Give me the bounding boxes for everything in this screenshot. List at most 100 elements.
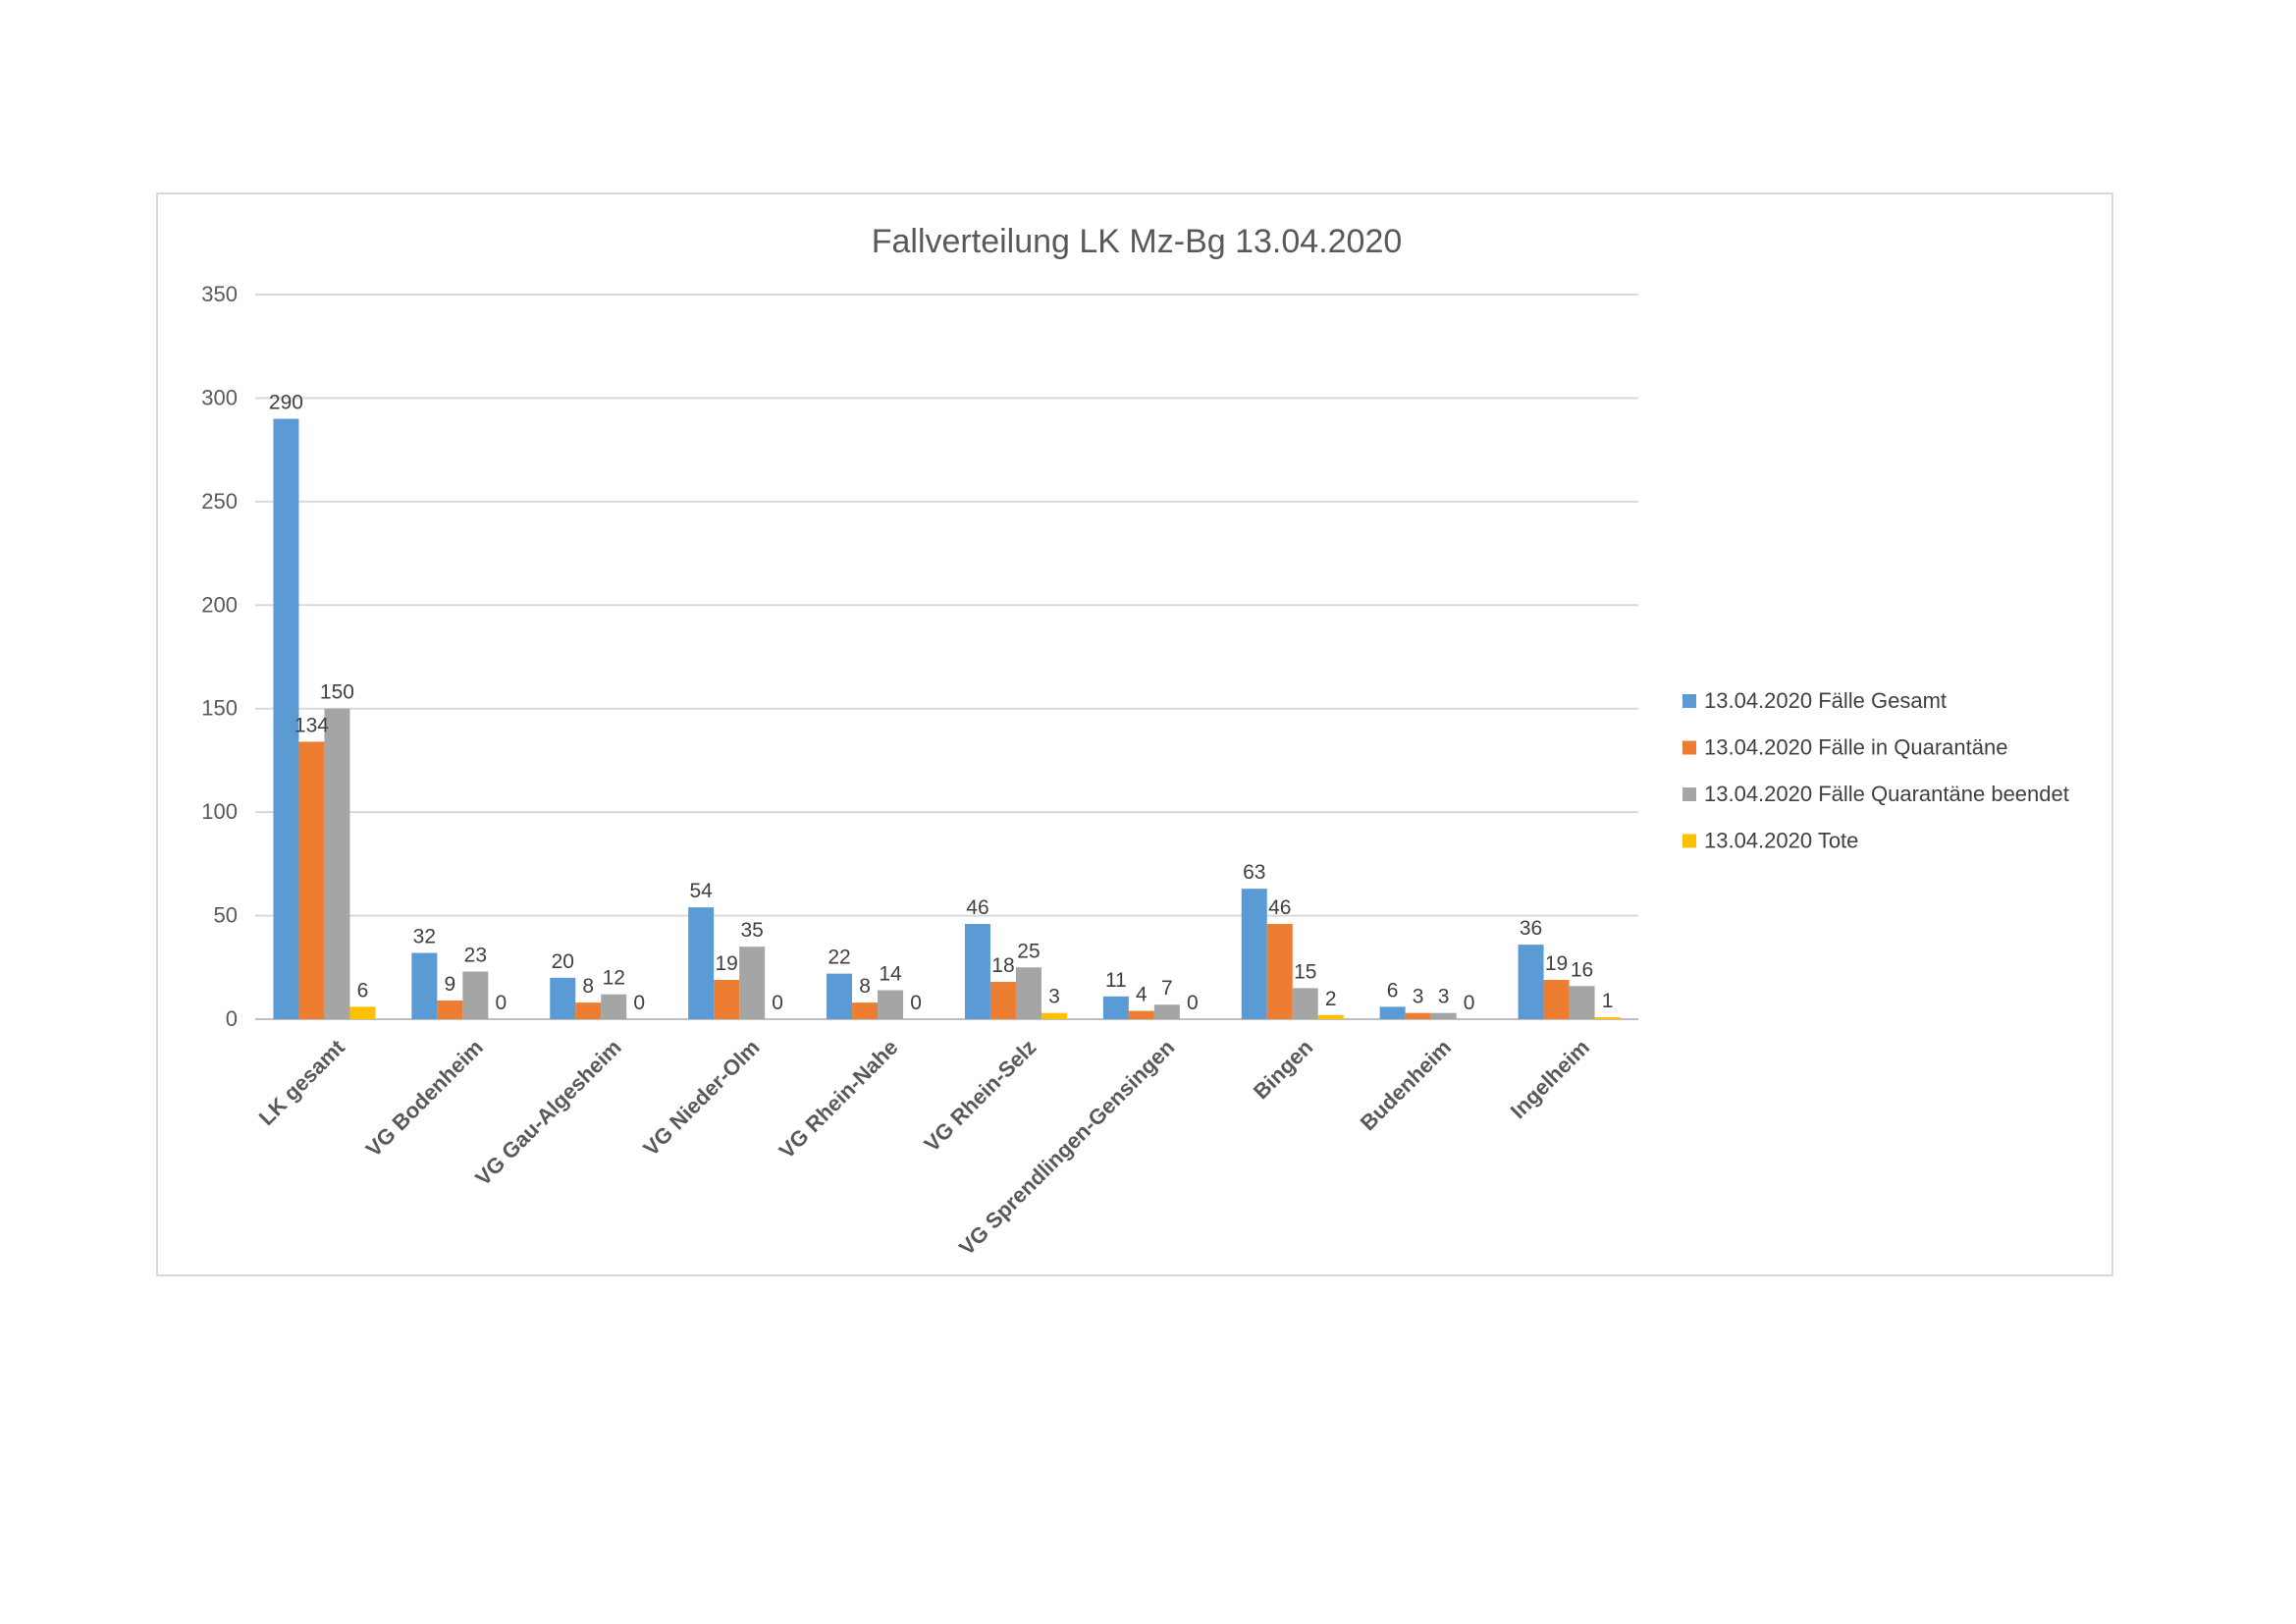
data-label: 6 [1387,979,1399,1001]
legend-swatch [1682,694,1696,708]
data-label: 19 [715,952,737,975]
bar [1430,1012,1457,1019]
y-tick-label: 200 [201,592,238,617]
y-tick-label: 100 [201,799,238,824]
data-label: 0 [772,992,783,1014]
legend-swatch [1682,740,1696,755]
bar [688,907,715,1019]
data-label: 2 [1325,988,1337,1010]
bar [273,418,299,1019]
data-label: 290 [269,392,303,414]
bar [437,1001,463,1019]
legend-label: 13.04.2020 Tote [1704,829,1858,853]
data-label: 0 [496,992,507,1014]
data-label: 12 [603,967,625,990]
data-label: 0 [1464,992,1475,1014]
data-label: 7 [1161,977,1173,1000]
data-label: 3 [1048,986,1060,1008]
category-label: LK gesamt [254,1034,350,1130]
data-label: 46 [966,896,988,919]
data-label: 46 [1268,896,1291,919]
data-label: 18 [991,954,1014,977]
data-label: 35 [740,919,763,942]
bar [462,971,489,1019]
legend-item: 13.04.2020 Tote [1682,829,1858,853]
bar [1569,986,1595,1019]
y-tick-label: 250 [201,489,238,514]
bar [298,741,325,1019]
legend-swatch [1682,834,1696,848]
data-label: 8 [582,975,594,998]
y-tick-label: 150 [201,696,238,721]
y-tick-label: 0 [226,1006,238,1031]
data-label: 3 [1438,986,1450,1008]
y-axis-ticks: 0 50 100 150 200 250 300 350 [201,282,238,1031]
bar [852,1002,879,1019]
data-label: 150 [320,681,354,704]
data-label: 0 [633,992,645,1014]
data-label: 8 [859,975,871,998]
bar [739,947,766,1019]
gridlines [255,294,1638,1020]
data-label: 36 [1520,917,1542,940]
bar [1241,889,1267,1019]
legend-item: 13.04.2020 Fälle Quarantäne beendet [1682,782,2069,806]
bar [714,979,740,1019]
data-label: 63 [1243,861,1265,884]
data-label: 0 [910,992,922,1014]
chart-svg: Fallverteilung LK Mz-Bg 13.04.2020 05010… [201,223,2069,1260]
bar [1128,1010,1154,1019]
bar [601,994,627,1019]
y-tick-label: 50 [214,903,238,928]
bar [827,973,853,1019]
bar [324,708,350,1019]
bar [964,924,990,1019]
data-label: 15 [1294,960,1316,983]
data-label: 11 [1105,969,1127,992]
bar [550,977,576,1019]
legend-label: 13.04.2020 Fälle Gesamt [1704,688,1947,713]
data-label: 4 [1136,984,1148,1006]
bar [1102,996,1129,1019]
data-label: 23 [464,945,487,967]
category-label: Budenheim [1356,1035,1456,1135]
bars [273,418,1621,1019]
data-label: 54 [689,880,713,902]
bar [1292,988,1318,1019]
data-label: 22 [828,947,850,969]
data-label: 6 [357,979,369,1001]
bar [1266,924,1293,1019]
category-label: VG Gau-Algesheim [470,1035,626,1191]
data-label: 134 [294,714,329,736]
bar [1015,967,1041,1019]
data-label: 16 [1571,958,1593,981]
data-label: 9 [445,973,456,996]
bar [1379,1006,1406,1019]
category-label: VG Nieder-Olm [638,1035,764,1161]
legend-item: 13.04.2020 Fälle in Quarantäne [1682,735,2007,760]
bar [989,982,1016,1019]
category-label: VG Rhein-Selz [919,1035,1041,1157]
bar [1405,1012,1431,1019]
bar [1153,1004,1180,1019]
bar [575,1002,602,1019]
category-label: VG Rhein-Nahe [774,1035,903,1164]
data-label: 20 [552,950,574,973]
data-label: 1 [1602,990,1614,1012]
bar [1594,1016,1621,1019]
legend-swatch [1682,787,1696,801]
data-label: 14 [879,962,902,985]
data-label: 19 [1545,952,1568,975]
y-tick-label: 300 [201,385,238,409]
category-label: VG Bodenheim [361,1035,488,1162]
legend-item: 13.04.2020 Fälle Gesamt [1682,688,1947,713]
bar [349,1006,376,1019]
bar [1041,1012,1067,1019]
data-label: 32 [413,926,436,948]
category-label: Bingen [1249,1035,1317,1104]
chart-area: Fallverteilung LK Mz-Bg 13.04.2020 0 50 10… [156,192,2113,1276]
bar [1518,945,1544,1019]
category-label: VG Sprendlingen-Gensingen [954,1035,1179,1260]
